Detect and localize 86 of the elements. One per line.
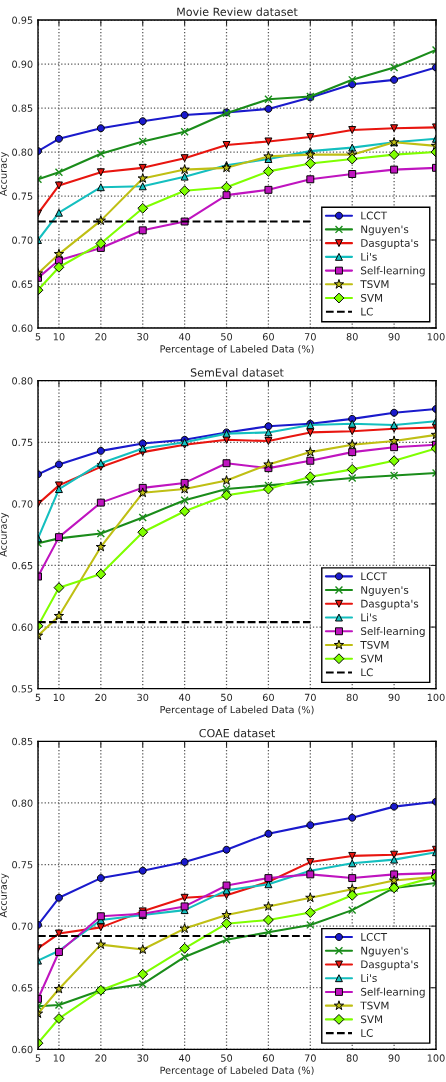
legend-label: Nguyen's [361, 946, 409, 957]
y-tick-label: 0.70 [12, 236, 33, 244]
legend-label: Li's [361, 613, 377, 622]
legend-label: Dasgupta's [361, 960, 419, 971]
x-tick-label: 80 [346, 693, 358, 702]
x-tick-label: 10 [53, 693, 65, 702]
y-tick-label: 0.60 [12, 324, 33, 332]
x-tick-label: 60 [262, 1054, 274, 1062]
x-tick-label: 90 [388, 693, 400, 702]
legend-label: LCCT [361, 572, 388, 581]
x-axis-title: Percentage of Labeled Data (%) [160, 345, 314, 355]
chart-title: Movie Review dataset [177, 7, 298, 16]
y-tick-label: 0.65 [12, 561, 33, 570]
x-tick-label: 50 [221, 1054, 233, 1062]
y-tick-label: 0.75 [12, 861, 33, 869]
x-tick-label: 80 [346, 333, 358, 341]
legend-label: Dasgupta's [361, 239, 419, 249]
legend-label: Nguyen's [361, 586, 409, 596]
x-tick-label: 5 [35, 333, 41, 341]
x-axis-title: Percentage of Labeled Data (%) [160, 1066, 314, 1076]
chart-title: SemEval dataset [190, 368, 284, 377]
y-tick-label: 0.60 [12, 623, 33, 631]
x-axis-title: Percentage of Labeled Data (%) [160, 705, 314, 716]
x-tick-label: 20 [95, 333, 107, 341]
x-tick-label: 60 [262, 333, 274, 341]
y-tick-label: 0.60 [12, 1045, 33, 1054]
x-tick-label: 70 [304, 1054, 316, 1062]
legend-label: Li's [361, 973, 377, 982]
x-tick-label: 40 [178, 693, 191, 702]
legend-label: LCCT [361, 211, 388, 220]
legend-label: Nguyen's [361, 225, 409, 236]
x-tick-label: 100 [427, 333, 445, 341]
y-tick-label: 0.85 [12, 104, 33, 112]
legend-label: LC [361, 307, 373, 316]
x-tick-label: 30 [137, 693, 149, 702]
y-axis-title: Accuracy [0, 152, 9, 197]
x-tick-label: 50 [221, 693, 233, 702]
y-tick-label: 0.75 [12, 438, 33, 447]
legend-label: Self-learning [361, 626, 425, 638]
x-tick-label: 60 [262, 693, 274, 702]
x-tick-label: 80 [346, 1054, 358, 1062]
y-tick-label: 0.90 [12, 60, 33, 68]
legend-label: SVM [361, 1015, 383, 1024]
x-tick-label: 90 [388, 1054, 400, 1062]
y-tick-label: 0.85 [12, 737, 33, 746]
legend-label: Li's [361, 252, 377, 261]
y-tick-label: 0.55 [12, 685, 33, 693]
y-tick-label: 0.80 [12, 799, 33, 807]
legend-label: Self-learning [361, 987, 425, 998]
x-tick-label: 10 [53, 333, 65, 341]
legend-label: SVM [361, 293, 383, 302]
x-tick-label: 50 [221, 333, 233, 341]
x-tick-label: 20 [95, 693, 107, 702]
legend-label: LC [361, 1029, 373, 1037]
legend-label: LCCT [361, 932, 388, 941]
x-tick-label: 70 [304, 693, 316, 702]
x-tick-label: 10 [53, 1054, 65, 1062]
legend-label: TSVM [360, 1001, 389, 1010]
y-tick-label: 0.65 [12, 280, 33, 288]
x-tick-label: 40 [178, 1054, 191, 1062]
legend-label: TSVM [360, 640, 389, 649]
x-tick-label: 20 [95, 1054, 107, 1062]
y-tick-label: 0.70 [12, 500, 33, 508]
legend-label: SVM [361, 654, 383, 663]
y-tick-label: 0.80 [12, 148, 33, 156]
y-tick-label: 0.95 [12, 16, 33, 24]
x-tick-label: 5 [35, 1054, 41, 1062]
x-tick-label: 30 [137, 1054, 149, 1062]
y-tick-label: 0.80 [12, 377, 33, 385]
legend-label: TSVM [360, 280, 389, 289]
x-tick-label: 90 [388, 333, 400, 341]
x-tick-label: 40 [178, 333, 191, 341]
y-tick-label: 0.75 [12, 192, 33, 200]
chart-title: COAE dataset [199, 728, 275, 738]
x-tick-label: 70 [304, 333, 316, 341]
y-axis-title: Accuracy [0, 512, 9, 557]
x-tick-label: 100 [427, 1054, 445, 1062]
legend-label: Dasgupta's [361, 599, 419, 610]
y-tick-label: 0.65 [12, 984, 33, 992]
legend-label: Self-learning [361, 266, 425, 277]
x-tick-label: 5 [35, 693, 41, 702]
y-tick-label: 0.70 [12, 922, 33, 930]
x-tick-label: 30 [137, 333, 149, 341]
y-axis-title: Accuracy [0, 873, 9, 918]
x-tick-label: 100 [427, 693, 445, 702]
legend-label: LC [361, 668, 373, 677]
